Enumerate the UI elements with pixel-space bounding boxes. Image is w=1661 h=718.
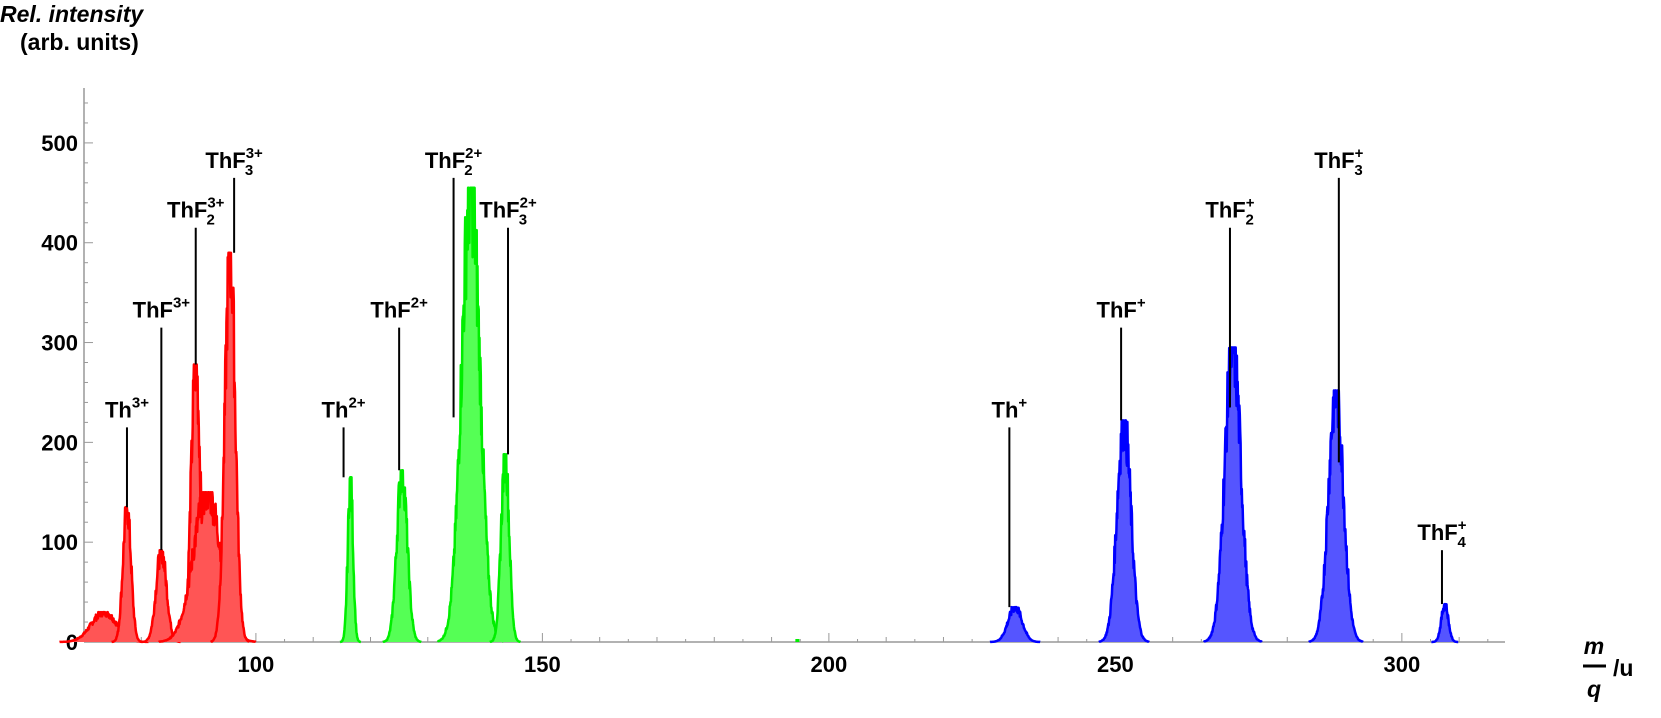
peak-label: ThF2+ 2 — [425, 145, 483, 179]
peak-label: ThF2+ — [370, 295, 428, 323]
peak-outline — [1098, 419, 1150, 643]
spectrum-areas — [58, 186, 1460, 644]
y-tick-label: 200 — [41, 430, 78, 455]
x-axis-label-denominator: q — [1587, 676, 1601, 702]
y-axis-label: Rel. intensity (arb. units) — [0, 0, 143, 56]
peak-label: ThF+ 3 — [1314, 145, 1363, 179]
peak-area — [489, 454, 521, 642]
y-tick-label: 0 — [66, 630, 78, 655]
x-tick-label: 250 — [1097, 652, 1134, 677]
x-axis-label-numerator: m — [1584, 633, 1604, 659]
y-tick-label: 100 — [41, 530, 78, 555]
peak-area — [990, 607, 1041, 642]
x-tick-label: 100 — [238, 652, 275, 677]
peak-label: ThF3+ 2 — [167, 195, 225, 229]
y-tick-label: 300 — [41, 331, 78, 356]
peak-area — [210, 252, 250, 642]
peak-label: ThF3+ — [133, 295, 191, 323]
stray-point — [795, 639, 800, 642]
peak-outline — [989, 605, 1042, 644]
x-axis-label-unit: /u — [1613, 655, 1633, 681]
peak-area — [59, 612, 149, 642]
peak-area — [1203, 347, 1262, 642]
peak-outline — [488, 453, 522, 644]
y-axis-label-line2: (arb. units) — [20, 29, 139, 55]
peak-outline — [1430, 602, 1460, 644]
peak-outline — [381, 469, 423, 644]
peak-area — [437, 187, 504, 643]
peak-area — [111, 507, 143, 642]
peak-label: Th+ — [992, 394, 1028, 422]
y-tick-label: 400 — [41, 231, 78, 256]
peak-label: ThF+ 2 — [1205, 195, 1254, 229]
peak-area — [382, 470, 422, 642]
peak-label: Th2+ — [322, 394, 366, 422]
y-tick-label: 500 — [41, 131, 78, 156]
peak-area — [1431, 604, 1459, 642]
peak-label: Th3+ — [105, 394, 149, 422]
x-tick-label: 300 — [1384, 652, 1421, 677]
y-axis-label-line1: Rel. intensity — [0, 1, 144, 27]
peak-area — [178, 364, 213, 642]
peak-outline — [209, 251, 251, 643]
peak-label: ThF2+ 3 — [479, 195, 537, 229]
peak-area — [158, 492, 256, 642]
peak-label: ThF3+ 3 — [205, 145, 263, 179]
peak-outline — [110, 505, 144, 644]
x-axis-unit-label: m q /u — [1583, 633, 1633, 702]
peak-area — [1308, 390, 1363, 642]
peak-outline — [436, 186, 505, 643]
x-tick-label: 150 — [524, 652, 561, 677]
peak-area — [1098, 420, 1150, 642]
x-tick-label: 200 — [811, 652, 848, 677]
peak-label: ThF+ — [1097, 295, 1146, 323]
axes: 100 150 200 250 300 0 100 200 300 400 500 — [41, 88, 1505, 677]
peak-outline — [339, 476, 362, 644]
peak-annotations: Th3+ ThF3+ ThF3+ 2 ThF3+ 3 Th2+ ThF2+ ThF2+ 2 ThF2… — [105, 145, 1467, 608]
peak-outline — [1202, 346, 1263, 643]
peak-outline — [1308, 389, 1364, 643]
peak-label: ThF+ 4 — [1417, 517, 1466, 551]
peak-area — [340, 477, 361, 642]
peak-area — [142, 550, 181, 642]
